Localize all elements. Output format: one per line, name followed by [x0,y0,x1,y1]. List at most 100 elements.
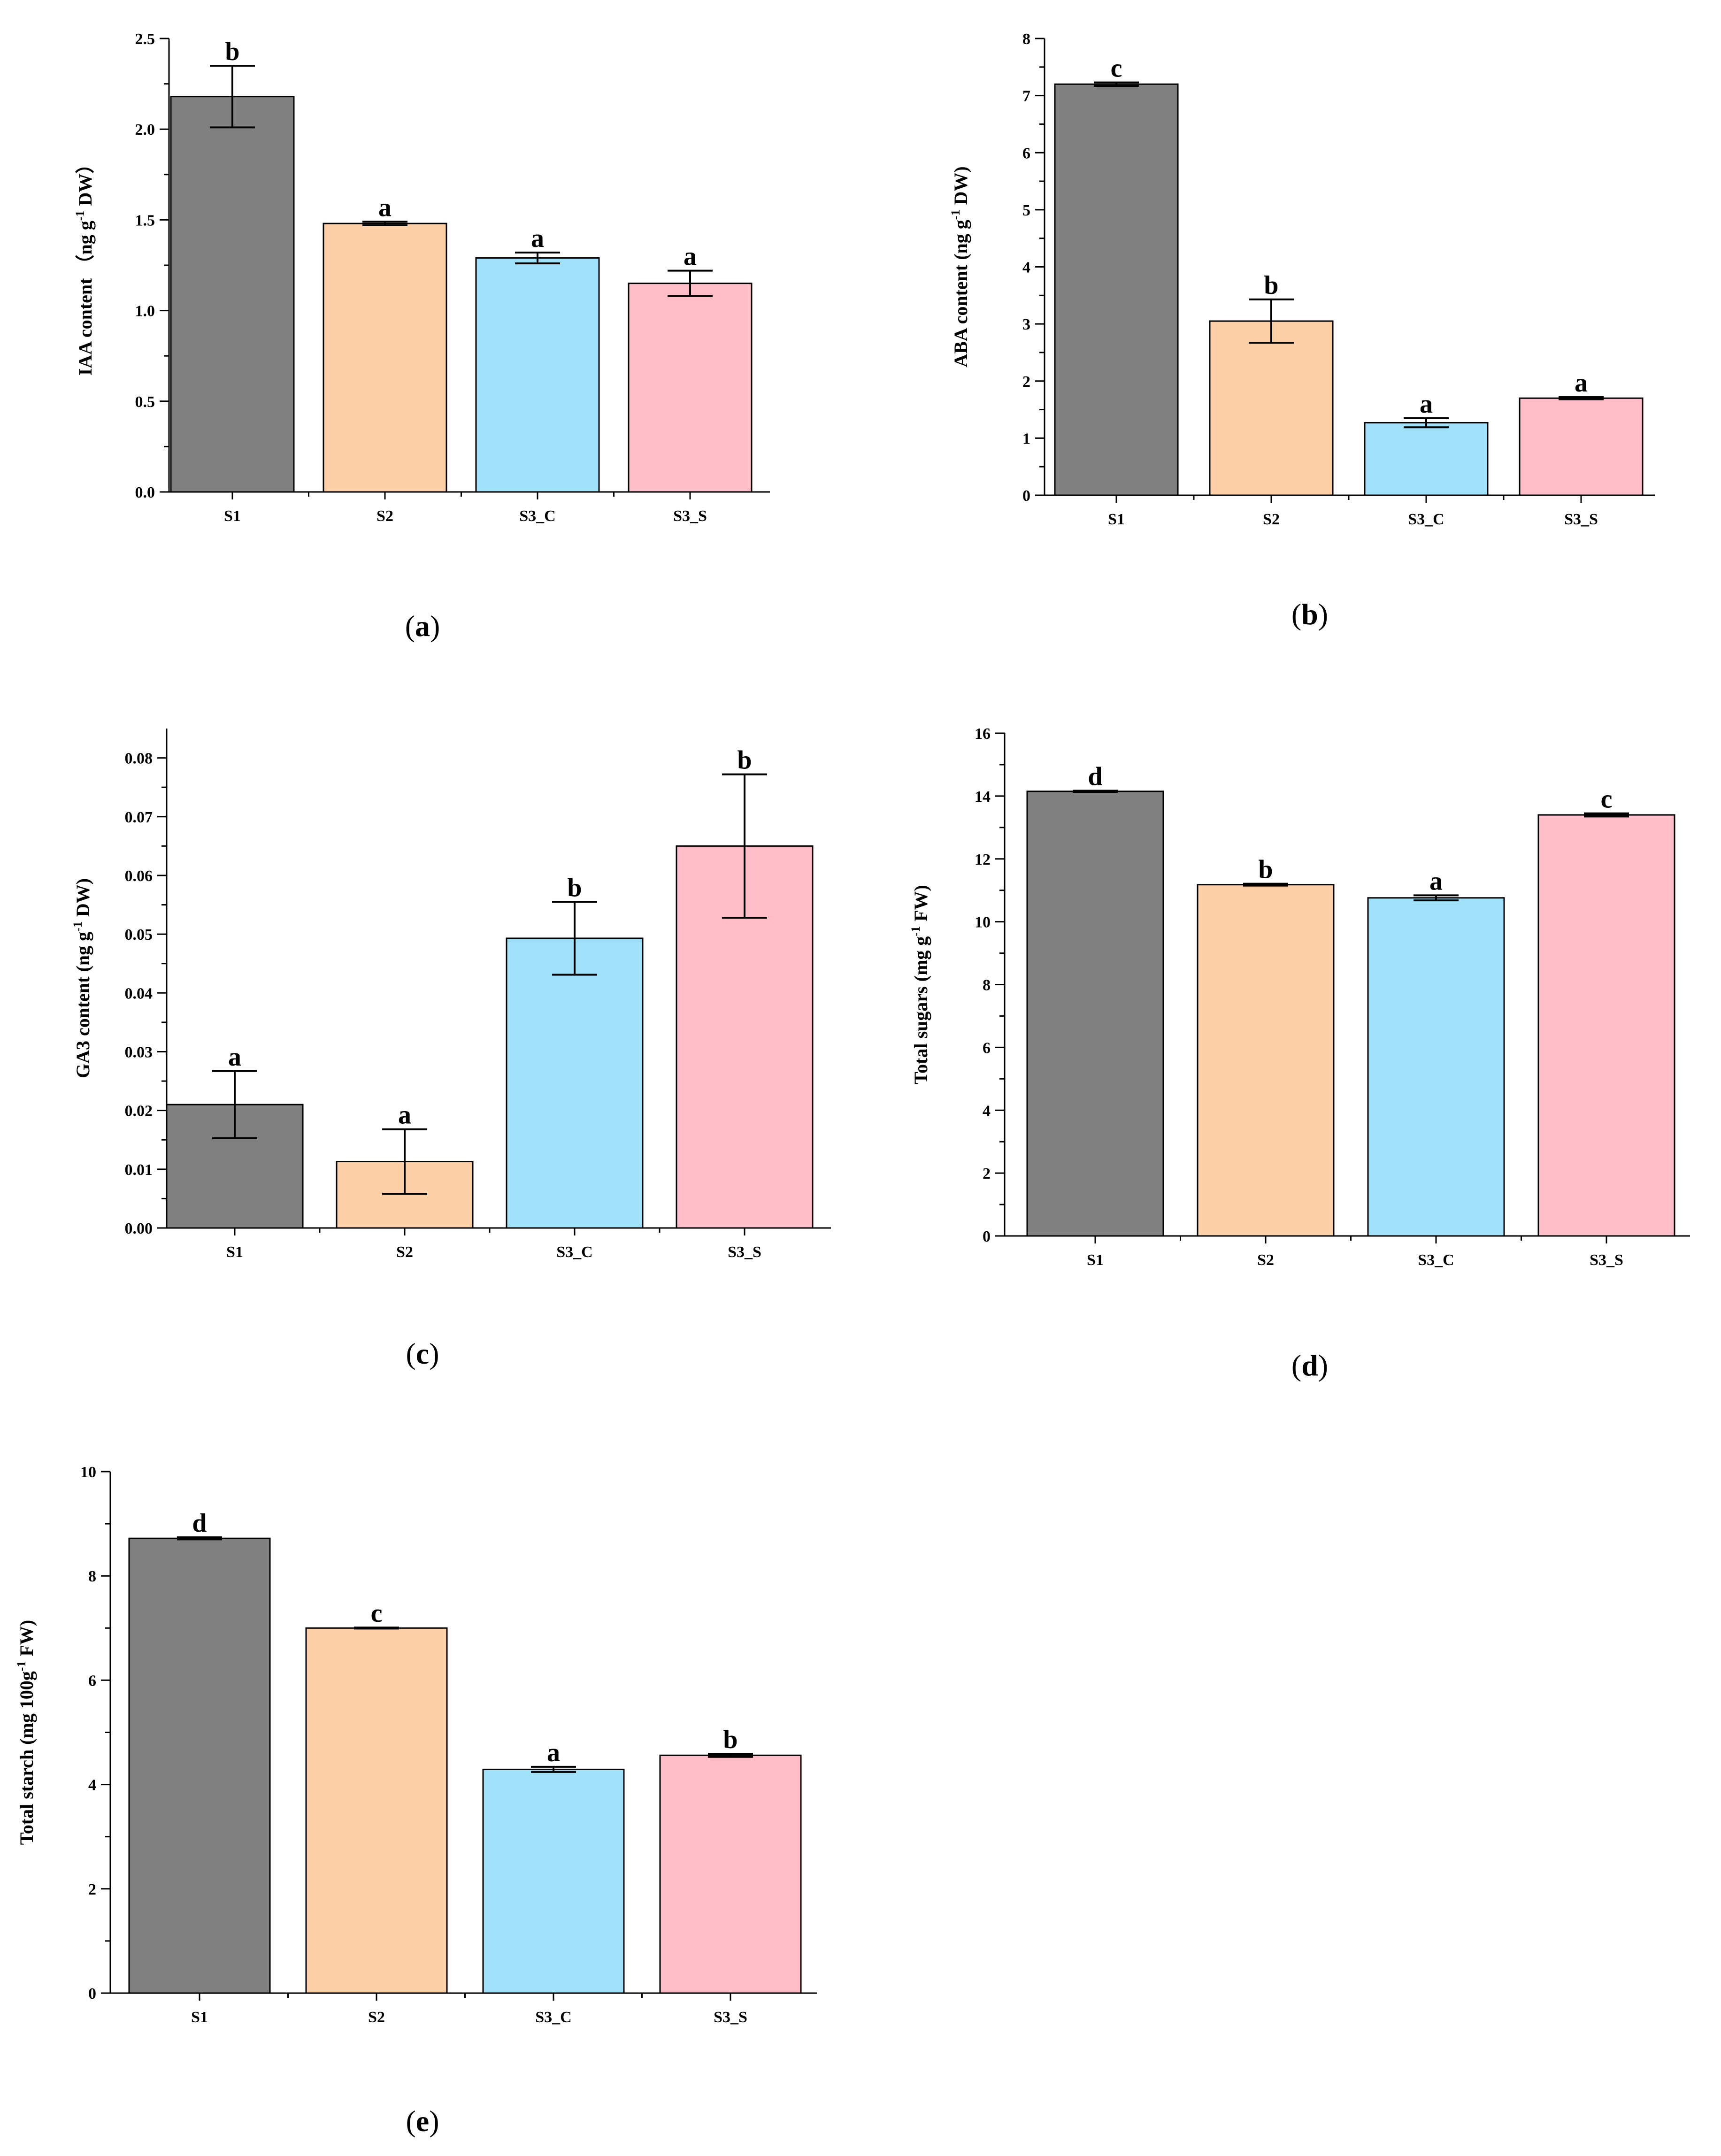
bar-S2 [1197,884,1335,1237]
bar-S3_S [1519,397,1644,496]
bar-S3_S [628,283,753,493]
x-tick-label-S3_C: S3_C [535,2009,571,2026]
x-tick-label-S1: S1 [1108,511,1125,528]
significance-label-S3_C: a [1420,390,1433,419]
bar-S3_C [475,257,600,493]
y-tick-label: 4 [1022,259,1030,276]
bar-S1 [170,96,295,493]
significance-label-S3_S: c [1601,785,1613,814]
significance-label-S1: b [225,37,239,66]
y-axis-label: IAA content （ng g-1 DW） [73,155,96,376]
y-tick-label: 6 [88,1672,96,1689]
y-tick-label: 0.06 [125,867,153,885]
x-tick-label-S2: S2 [376,507,393,525]
y-tick-label: 0.5 [135,393,155,411]
significance-label-S2: a [398,1101,411,1130]
x-tick-label-S1: S1 [224,507,241,525]
bar-S3_C [482,1768,625,1994]
x-tick-label-S3_C: S3_C [1418,1251,1454,1269]
significance-label-S3_C: a [547,1738,560,1767]
bar-S3_C [1367,897,1505,1237]
error-bar-S1 [177,1536,222,1541]
y-tick-label: 14 [975,788,991,806]
error-bar-S2 [1243,882,1288,887]
y-tick-label: 10 [975,914,991,931]
significance-label-S2: c [371,1599,383,1628]
bar-S1 [1054,83,1179,496]
error-bar-S3_S [722,773,767,919]
y-tick-label: 1.5 [135,212,155,229]
x-tick-label-S3_S: S3_S [728,1243,761,1261]
y-tick-label: 2 [983,1165,991,1182]
error-bar-S3_C [515,251,560,265]
significance-label-S2: b [1264,271,1278,300]
y-tick-label: 4 [88,1777,96,1794]
x-tick-label-S3_C: S3_C [1408,511,1444,528]
y-tick-label: 0.00 [125,1220,153,1237]
error-bar-S2 [1249,298,1294,344]
significance-label-S2: b [1258,855,1273,884]
significance-label-S3_C: a [1429,867,1443,896]
bar-S2 [323,223,447,493]
y-tick-label: 0.02 [125,1103,153,1120]
y-tick-label: 0 [88,1985,96,2003]
y-tick-label: 10 [80,1464,96,1481]
x-tick-label-S3_S: S3_S [1564,511,1598,528]
significance-label-S1: d [192,1509,207,1538]
x-tick-label-S3_S: S3_S [1590,1251,1623,1269]
y-tick-label: 0.03 [125,1043,153,1061]
x-tick-label-S3_S: S3_S [714,2009,747,2026]
y-tick-label: 8 [1022,31,1030,48]
y-tick-label: 0 [983,1228,991,1245]
y-axis-label: ABA content (ng g-1 DW) [949,166,971,367]
y-tick-label: 6 [983,1039,991,1057]
error-bar-S1 [1094,81,1139,87]
x-tick-label-S3_C: S3_C [556,1243,592,1261]
panel-e: d S1 c S2 a S3_C b S3_S 0 2 4 6 8 10 Total starch (mg … [15,1464,817,2138]
significance-label-S2: a [378,193,392,222]
y-tick-label: 2 [88,1881,96,1898]
error-bar-S3_C [531,1765,576,1773]
panel-c: a S1 a S2 b S3_C b S3_S 0.00 0.01 0.02 0.03 0.04 0.05… [71,729,831,1370]
y-tick-label: 8 [88,1568,96,1585]
y-axis-label: GA3 content (ng g-1 DW) [71,878,93,1078]
y-tick-label: 0 [1022,487,1030,505]
bar-S3_S [1537,814,1675,1237]
panel-label-a: (a) [405,609,440,643]
y-tick-label: 0.05 [125,926,153,944]
panel-d: d S1 b S2 a S3_C c S3_S 0 2 4 6 8 10 12 14 16 Total sugar… [909,725,1690,1382]
error-bar-S3_C [552,901,597,976]
y-tick-label: 0.07 [125,809,153,826]
error-bar-S3_C [1414,894,1459,902]
error-bar-S1 [210,64,255,129]
y-tick-label: 2 [1022,373,1030,391]
y-tick-label: 0.08 [125,750,153,767]
y-axis-label: Total sugars (mg g-1 FW) [909,885,931,1084]
error-bar-S1 [212,1070,257,1139]
panel-a: b S1 a S2 a S3_C a S3_S 0.0 0.5 1.0 1.5 2.0 2.5 IAA co… [73,31,770,643]
bar-S1 [128,1537,271,1994]
error-bar-S3_S [668,269,713,297]
y-tick-label: 4 [983,1102,991,1120]
significance-label-S3_C: b [567,873,582,902]
bar-S1 [1026,790,1164,1237]
significance-label-S1: d [1088,762,1102,791]
y-tick-label: 2.0 [135,121,155,138]
significance-label-S3_C: a [531,224,544,253]
x-tick-label-S2: S2 [368,2009,385,2026]
error-bar-S3_S [1584,812,1629,818]
x-tick-label-S2: S2 [1257,1251,1274,1269]
y-axis-label: Total starch (mg 100g-1 FW) [15,1620,37,1845]
y-tick-label: 0.01 [125,1161,153,1179]
error-bar-S3_S [1559,396,1604,400]
significance-label-S1: a [228,1043,241,1072]
significance-label-S3_S: a [684,242,697,271]
error-bar-S2 [362,221,407,226]
y-tick-label: 8 [983,977,991,994]
bar-S2 [1209,320,1334,496]
significance-label-S3_S: a [1575,368,1588,398]
error-bar-S1 [1073,790,1118,793]
y-tick-label: 3 [1022,316,1030,333]
